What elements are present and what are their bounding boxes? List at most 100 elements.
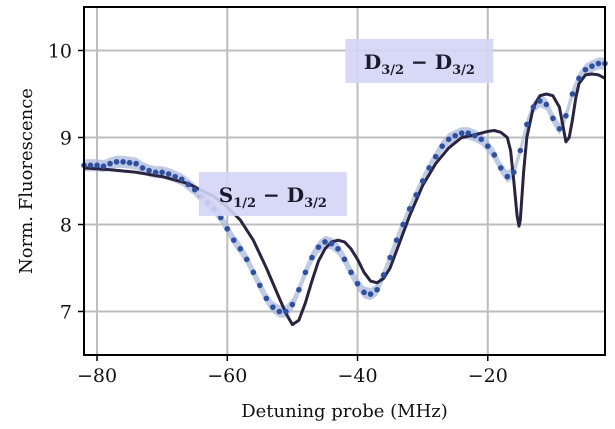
data-point	[556, 126, 563, 132]
data-point	[302, 269, 309, 276]
data-point	[100, 163, 107, 170]
data-point	[270, 304, 276, 310]
data-point	[126, 159, 133, 166]
y-tick-label: 10	[48, 41, 72, 63]
data-point	[367, 291, 374, 297]
data-point	[309, 254, 315, 261]
data-point	[504, 173, 511, 180]
x-tick-label: −20	[468, 365, 508, 387]
data-point	[224, 226, 231, 232]
data-point	[328, 240, 335, 247]
data-point	[387, 254, 393, 261]
data-point	[185, 181, 191, 188]
y-axis-ticks: 7 8 9 10	[48, 41, 84, 324]
data-point	[146, 167, 152, 174]
data-point	[133, 160, 139, 167]
fit-line	[83, 72, 606, 327]
data-point	[361, 289, 367, 296]
data-point	[563, 112, 569, 119]
data-point	[550, 115, 556, 122]
data-point	[152, 169, 159, 176]
data-point	[257, 282, 263, 289]
annotation-box	[198, 172, 347, 217]
data-point	[159, 169, 165, 176]
annotation-sub: 1/2	[233, 196, 256, 211]
annotations: S1/2 − D3/2D3/2 − D3/2	[198, 38, 494, 217]
data-point	[445, 136, 452, 143]
annotation-sub2: 3/2	[304, 196, 327, 211]
data-point	[354, 280, 361, 287]
data-point	[276, 308, 283, 315]
annotation-mid: − D	[256, 183, 304, 207]
data-point	[191, 186, 198, 193]
data-point	[341, 256, 348, 263]
data-point	[289, 301, 296, 308]
data-point	[432, 153, 439, 160]
data-point	[263, 295, 270, 302]
data-point	[335, 246, 341, 252]
data-point	[452, 132, 459, 139]
data-point	[178, 176, 185, 183]
data-point	[94, 162, 100, 169]
data-point	[595, 60, 602, 67]
data-series	[81, 60, 608, 315]
data-point	[139, 165, 146, 171]
data-point	[296, 286, 302, 293]
y-axis-label: Norm. Fluorescence	[16, 88, 37, 274]
uncertainty-band	[84, 57, 605, 318]
data-point	[517, 147, 524, 154]
data-point	[491, 152, 498, 158]
data-point	[322, 239, 328, 245]
annotation-sub2: 3/2	[452, 63, 475, 78]
fit-series	[83, 72, 606, 327]
x-tick-label: −80	[77, 365, 117, 387]
data-point	[120, 159, 126, 165]
x-tick-label: −60	[207, 365, 247, 387]
data-point	[393, 237, 400, 243]
data-point	[439, 143, 445, 149]
data-point	[348, 269, 354, 276]
y-tick-label: 7	[60, 302, 72, 324]
data-point	[426, 165, 432, 171]
y-tick-label: 8	[60, 215, 72, 237]
x-axis-label: Detuning probe (MHz)	[241, 401, 448, 422]
x-axis-ticks: −80 −60 −40 −20	[77, 355, 508, 387]
data-point	[380, 272, 387, 278]
data-point	[576, 75, 582, 82]
annotation-box	[345, 38, 494, 83]
data-point	[113, 159, 120, 165]
annotation-main: D	[364, 50, 381, 74]
data-point	[582, 66, 589, 73]
annotation-label: S1/2 − D3/2	[219, 183, 327, 211]
annotation-main: S	[219, 183, 233, 207]
data-point	[230, 237, 237, 243]
y-tick-label: 9	[60, 128, 72, 150]
annotation-sub: 3/2	[381, 63, 404, 78]
data-point	[569, 91, 576, 97]
data-point	[498, 165, 504, 171]
data-point	[413, 192, 419, 198]
data-point	[524, 121, 530, 128]
data-point	[419, 178, 426, 184]
data-point	[315, 244, 322, 250]
data-point	[465, 130, 472, 136]
data-point	[165, 171, 172, 177]
data-point	[244, 256, 250, 263]
data-point	[87, 162, 94, 169]
data-point	[400, 221, 406, 228]
data-point	[237, 246, 244, 252]
x-tick-label: −40	[337, 365, 377, 387]
data-point	[537, 98, 543, 104]
data-point	[471, 132, 478, 139]
annotation-label: D3/2 − D3/2	[364, 50, 475, 78]
data-point	[458, 130, 465, 136]
data-point	[511, 169, 517, 176]
data-point	[484, 143, 491, 149]
data-point	[283, 308, 289, 315]
data-point	[107, 160, 113, 167]
data-point	[217, 214, 224, 221]
plot-frame	[83, 6, 606, 356]
data-uncertainty-band	[84, 57, 605, 318]
data-point	[543, 101, 550, 108]
